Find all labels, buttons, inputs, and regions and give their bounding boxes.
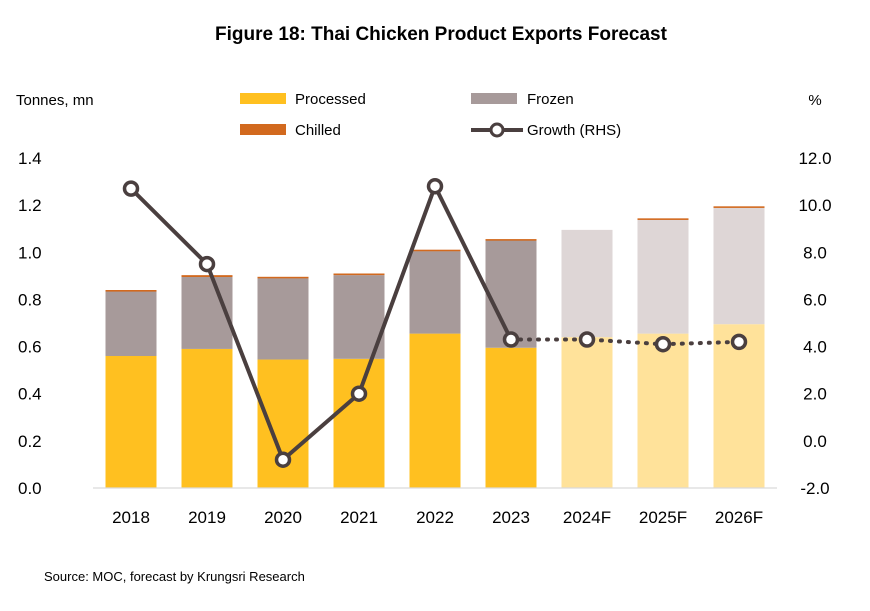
source-note: Source: MOC, forecast by Krungsri Resear…: [44, 569, 305, 584]
bars-group: [105, 206, 765, 488]
x-axis-labels: 2018 2019 2020 2021 2022 2023 2024F 2025F 2026F: [112, 508, 763, 527]
x-axis-tick-label: 2020: [264, 508, 302, 527]
bar-chilled: [637, 218, 689, 220]
left-axis-tick-label: 1.0: [18, 243, 42, 262]
x-axis-tick-label: 2022: [416, 508, 454, 527]
bar-chilled: [409, 249, 461, 252]
bar-processed: [561, 337, 613, 488]
bar-processed: [257, 359, 309, 488]
bar-processed: [333, 358, 385, 488]
bar-frozen: [637, 219, 689, 334]
bar-chilled: [105, 290, 157, 292]
bar-frozen: [485, 240, 537, 348]
left-axis-tick-label: 1.4: [18, 149, 42, 168]
bar-processed: [713, 324, 765, 488]
right-axis-tick-label: 0.0: [803, 432, 827, 451]
right-axis-tick-label: 2.0: [803, 385, 827, 404]
bar-chilled: [713, 206, 765, 208]
chart-title: Figure 18: Thai Chicken Product Exports …: [215, 24, 668, 45]
growth-marker: [730, 333, 748, 351]
right-axis-tick-label: 6.0: [803, 290, 827, 309]
legend-label-frozen: Frozen: [527, 91, 574, 108]
x-axis-tick-label: 2021: [340, 508, 378, 527]
growth-marker: [502, 331, 520, 348]
x-axis-tick-label: 2026F: [715, 508, 763, 527]
left-axis-ticks: 0.0 0.2 0.4 0.6 0.8 1.0 1.2 1.4: [18, 149, 42, 498]
bar-frozen: [105, 291, 157, 356]
bar-chilled: [181, 275, 233, 278]
bar-frozen: [713, 207, 765, 325]
growth-marker: [426, 178, 444, 195]
legend-swatch-chilled: [240, 124, 286, 135]
x-axis-tick-label: 2018: [112, 508, 150, 527]
bar-processed: [181, 348, 233, 488]
growth-line-group: [122, 178, 748, 468]
right-axis-tick-label: -2.0: [800, 479, 829, 498]
left-axis-unit-label: Tonnes, mn: [16, 92, 94, 109]
left-axis-tick-label: 0.6: [18, 338, 42, 357]
legend-swatch-frozen: [471, 93, 517, 104]
bar-frozen: [409, 251, 461, 334]
legend-label-chilled: Chilled: [295, 122, 341, 139]
growth-marker: [350, 385, 368, 402]
left-axis-tick-label: 1.2: [18, 196, 42, 215]
bar-processed: [105, 356, 157, 488]
growth-line-forecast: [509, 337, 741, 347]
bar-frozen: [561, 229, 613, 338]
right-axis-unit-label: %: [808, 92, 821, 109]
x-axis-tick-label: 2019: [188, 508, 226, 527]
right-axis-ticks: -2.0 0.0 2.0 4.0 6.0 8.0 10.0 12.0: [798, 149, 831, 498]
bar-chilled: [485, 239, 537, 241]
bar-processed: [637, 333, 689, 488]
right-axis-tick-label: 4.0: [803, 338, 827, 357]
growth-marker: [274, 451, 292, 468]
legend-marker-growth: [489, 122, 505, 138]
legend: Processed Frozen Chilled Growth (RHS): [240, 91, 621, 139]
left-axis-tick-label: 0.2: [18, 432, 42, 451]
growth-line-actual: [129, 184, 513, 462]
x-axis-tick-label: 2025F: [639, 508, 687, 527]
growth-marker: [198, 255, 216, 273]
legend-label-processed: Processed: [295, 91, 366, 108]
bar-frozen: [257, 278, 309, 360]
x-axis-tick-label: 2023: [492, 508, 530, 527]
growth-marker: [122, 180, 140, 197]
right-axis-tick-label: 10.0: [798, 196, 831, 215]
bar-chilled: [333, 273, 385, 276]
growth-marker: [578, 331, 596, 348]
bar-chilled: [257, 276, 309, 279]
x-axis-tick-label: 2024F: [563, 508, 611, 527]
bar-processed: [485, 347, 537, 488]
bar-processed: [409, 333, 461, 488]
left-axis-tick-label: 0.4: [18, 385, 42, 404]
right-axis-tick-label: 8.0: [803, 243, 827, 262]
left-axis-tick-label: 0.8: [18, 290, 42, 309]
growth-marker: [654, 335, 672, 353]
legend-swatch-processed: [240, 93, 286, 104]
right-axis-tick-label: 12.0: [798, 149, 831, 168]
legend-label-growth: Growth (RHS): [527, 122, 621, 139]
left-axis-tick-label: 0.0: [18, 479, 42, 498]
